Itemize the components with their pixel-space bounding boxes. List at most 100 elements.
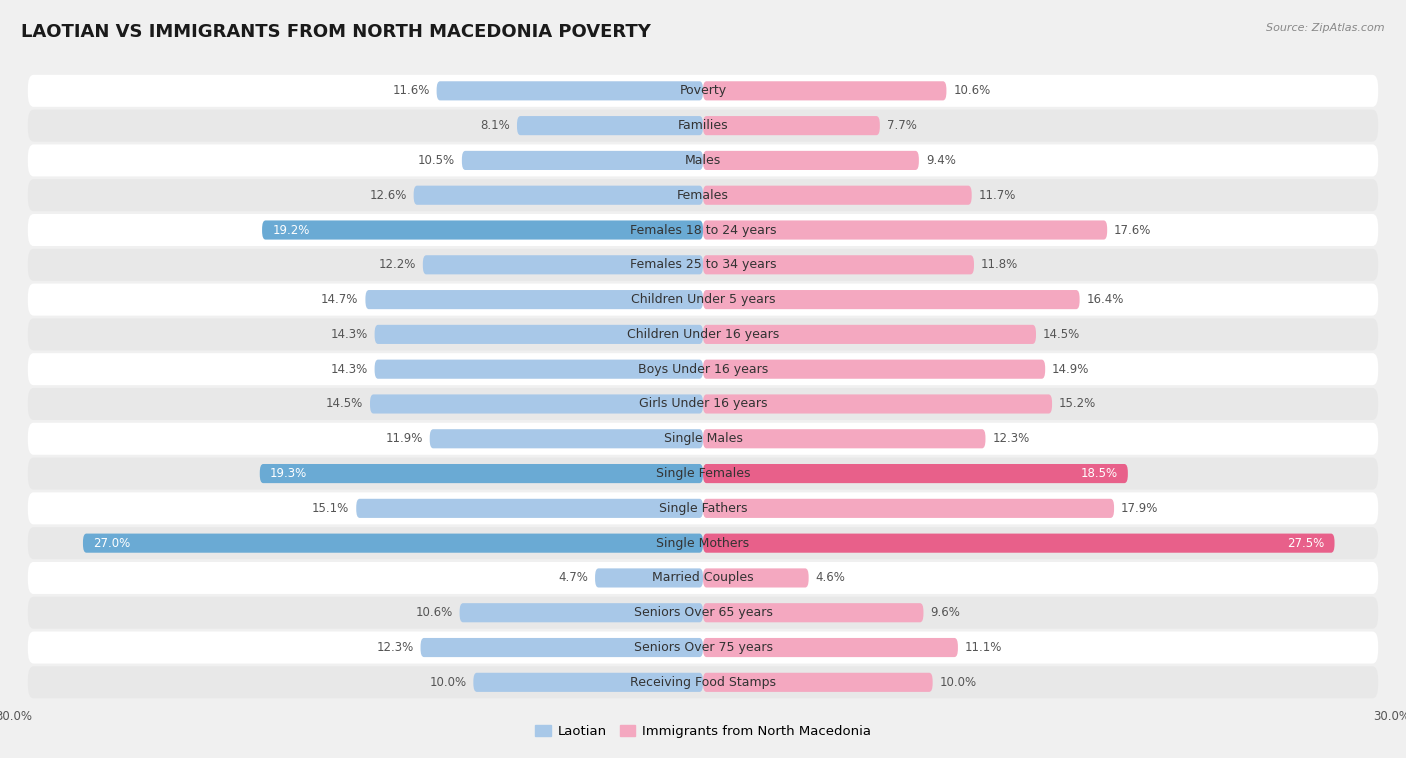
FancyBboxPatch shape [703, 429, 986, 448]
Text: 19.3%: 19.3% [270, 467, 308, 480]
Text: 14.5%: 14.5% [1043, 328, 1080, 341]
Text: 16.4%: 16.4% [1087, 293, 1123, 306]
FancyBboxPatch shape [703, 464, 1128, 483]
FancyBboxPatch shape [28, 110, 1378, 142]
FancyBboxPatch shape [28, 249, 1378, 280]
Text: 14.3%: 14.3% [330, 362, 368, 376]
Text: 10.5%: 10.5% [418, 154, 456, 167]
FancyBboxPatch shape [28, 493, 1378, 525]
FancyBboxPatch shape [262, 221, 703, 240]
FancyBboxPatch shape [703, 638, 957, 657]
Text: Girls Under 16 years: Girls Under 16 years [638, 397, 768, 411]
FancyBboxPatch shape [423, 255, 703, 274]
Text: Females 18 to 24 years: Females 18 to 24 years [630, 224, 776, 236]
FancyBboxPatch shape [28, 423, 1378, 455]
Text: 10.6%: 10.6% [953, 84, 991, 97]
FancyBboxPatch shape [28, 318, 1378, 350]
FancyBboxPatch shape [28, 353, 1378, 385]
FancyBboxPatch shape [28, 214, 1378, 246]
FancyBboxPatch shape [703, 325, 1036, 344]
FancyBboxPatch shape [430, 429, 703, 448]
Text: 27.0%: 27.0% [93, 537, 131, 550]
FancyBboxPatch shape [370, 394, 703, 414]
Legend: Laotian, Immigrants from North Macedonia: Laotian, Immigrants from North Macedonia [530, 719, 876, 743]
Text: Females 25 to 34 years: Females 25 to 34 years [630, 258, 776, 271]
Text: 4.7%: 4.7% [558, 572, 588, 584]
FancyBboxPatch shape [28, 388, 1378, 420]
Text: 14.7%: 14.7% [321, 293, 359, 306]
FancyBboxPatch shape [703, 116, 880, 135]
Text: Families: Families [678, 119, 728, 132]
FancyBboxPatch shape [703, 673, 932, 692]
FancyBboxPatch shape [28, 631, 1378, 663]
Text: 11.6%: 11.6% [392, 84, 430, 97]
FancyBboxPatch shape [703, 568, 808, 587]
Text: 12.3%: 12.3% [993, 432, 1029, 445]
Text: 14.5%: 14.5% [326, 397, 363, 411]
FancyBboxPatch shape [474, 673, 703, 692]
Text: Single Fathers: Single Fathers [659, 502, 747, 515]
Text: 9.4%: 9.4% [925, 154, 956, 167]
Text: 11.8%: 11.8% [981, 258, 1018, 271]
Text: Married Couples: Married Couples [652, 572, 754, 584]
FancyBboxPatch shape [703, 603, 924, 622]
Text: Single Females: Single Females [655, 467, 751, 480]
Text: Receiving Food Stamps: Receiving Food Stamps [630, 676, 776, 689]
Text: 10.0%: 10.0% [939, 676, 977, 689]
Text: 12.3%: 12.3% [377, 641, 413, 654]
Text: Single Males: Single Males [664, 432, 742, 445]
Text: 12.6%: 12.6% [370, 189, 406, 202]
Text: 14.9%: 14.9% [1052, 362, 1090, 376]
FancyBboxPatch shape [595, 568, 703, 587]
Text: Males: Males [685, 154, 721, 167]
FancyBboxPatch shape [413, 186, 703, 205]
Text: Seniors Over 75 years: Seniors Over 75 years [634, 641, 772, 654]
FancyBboxPatch shape [28, 75, 1378, 107]
Text: 10.6%: 10.6% [415, 606, 453, 619]
FancyBboxPatch shape [28, 666, 1378, 698]
Text: 4.6%: 4.6% [815, 572, 845, 584]
Text: 17.9%: 17.9% [1121, 502, 1159, 515]
Text: Females: Females [678, 189, 728, 202]
FancyBboxPatch shape [28, 527, 1378, 559]
FancyBboxPatch shape [437, 81, 703, 100]
FancyBboxPatch shape [703, 255, 974, 274]
FancyBboxPatch shape [703, 499, 1114, 518]
FancyBboxPatch shape [517, 116, 703, 135]
Text: 8.1%: 8.1% [481, 119, 510, 132]
Text: 17.6%: 17.6% [1114, 224, 1152, 236]
Text: Seniors Over 65 years: Seniors Over 65 years [634, 606, 772, 619]
FancyBboxPatch shape [83, 534, 703, 553]
Text: Poverty: Poverty [679, 84, 727, 97]
Text: 12.2%: 12.2% [378, 258, 416, 271]
FancyBboxPatch shape [703, 534, 1334, 553]
Text: 14.3%: 14.3% [330, 328, 368, 341]
FancyBboxPatch shape [420, 638, 703, 657]
FancyBboxPatch shape [374, 325, 703, 344]
FancyBboxPatch shape [460, 603, 703, 622]
Text: 15.1%: 15.1% [312, 502, 349, 515]
Text: 15.2%: 15.2% [1059, 397, 1097, 411]
Text: Source: ZipAtlas.com: Source: ZipAtlas.com [1267, 23, 1385, 33]
FancyBboxPatch shape [703, 151, 920, 170]
Text: 7.7%: 7.7% [887, 119, 917, 132]
FancyBboxPatch shape [260, 464, 703, 483]
FancyBboxPatch shape [463, 151, 703, 170]
FancyBboxPatch shape [356, 499, 703, 518]
FancyBboxPatch shape [28, 562, 1378, 594]
Text: Children Under 16 years: Children Under 16 years [627, 328, 779, 341]
Text: 11.1%: 11.1% [965, 641, 1002, 654]
FancyBboxPatch shape [703, 290, 1080, 309]
Text: 10.0%: 10.0% [429, 676, 467, 689]
Text: 11.7%: 11.7% [979, 189, 1017, 202]
Text: 19.2%: 19.2% [273, 224, 309, 236]
FancyBboxPatch shape [703, 394, 1052, 414]
Text: 9.6%: 9.6% [931, 606, 960, 619]
FancyBboxPatch shape [28, 283, 1378, 315]
FancyBboxPatch shape [366, 290, 703, 309]
FancyBboxPatch shape [28, 458, 1378, 490]
FancyBboxPatch shape [374, 359, 703, 379]
FancyBboxPatch shape [28, 179, 1378, 211]
FancyBboxPatch shape [703, 186, 972, 205]
FancyBboxPatch shape [28, 145, 1378, 177]
